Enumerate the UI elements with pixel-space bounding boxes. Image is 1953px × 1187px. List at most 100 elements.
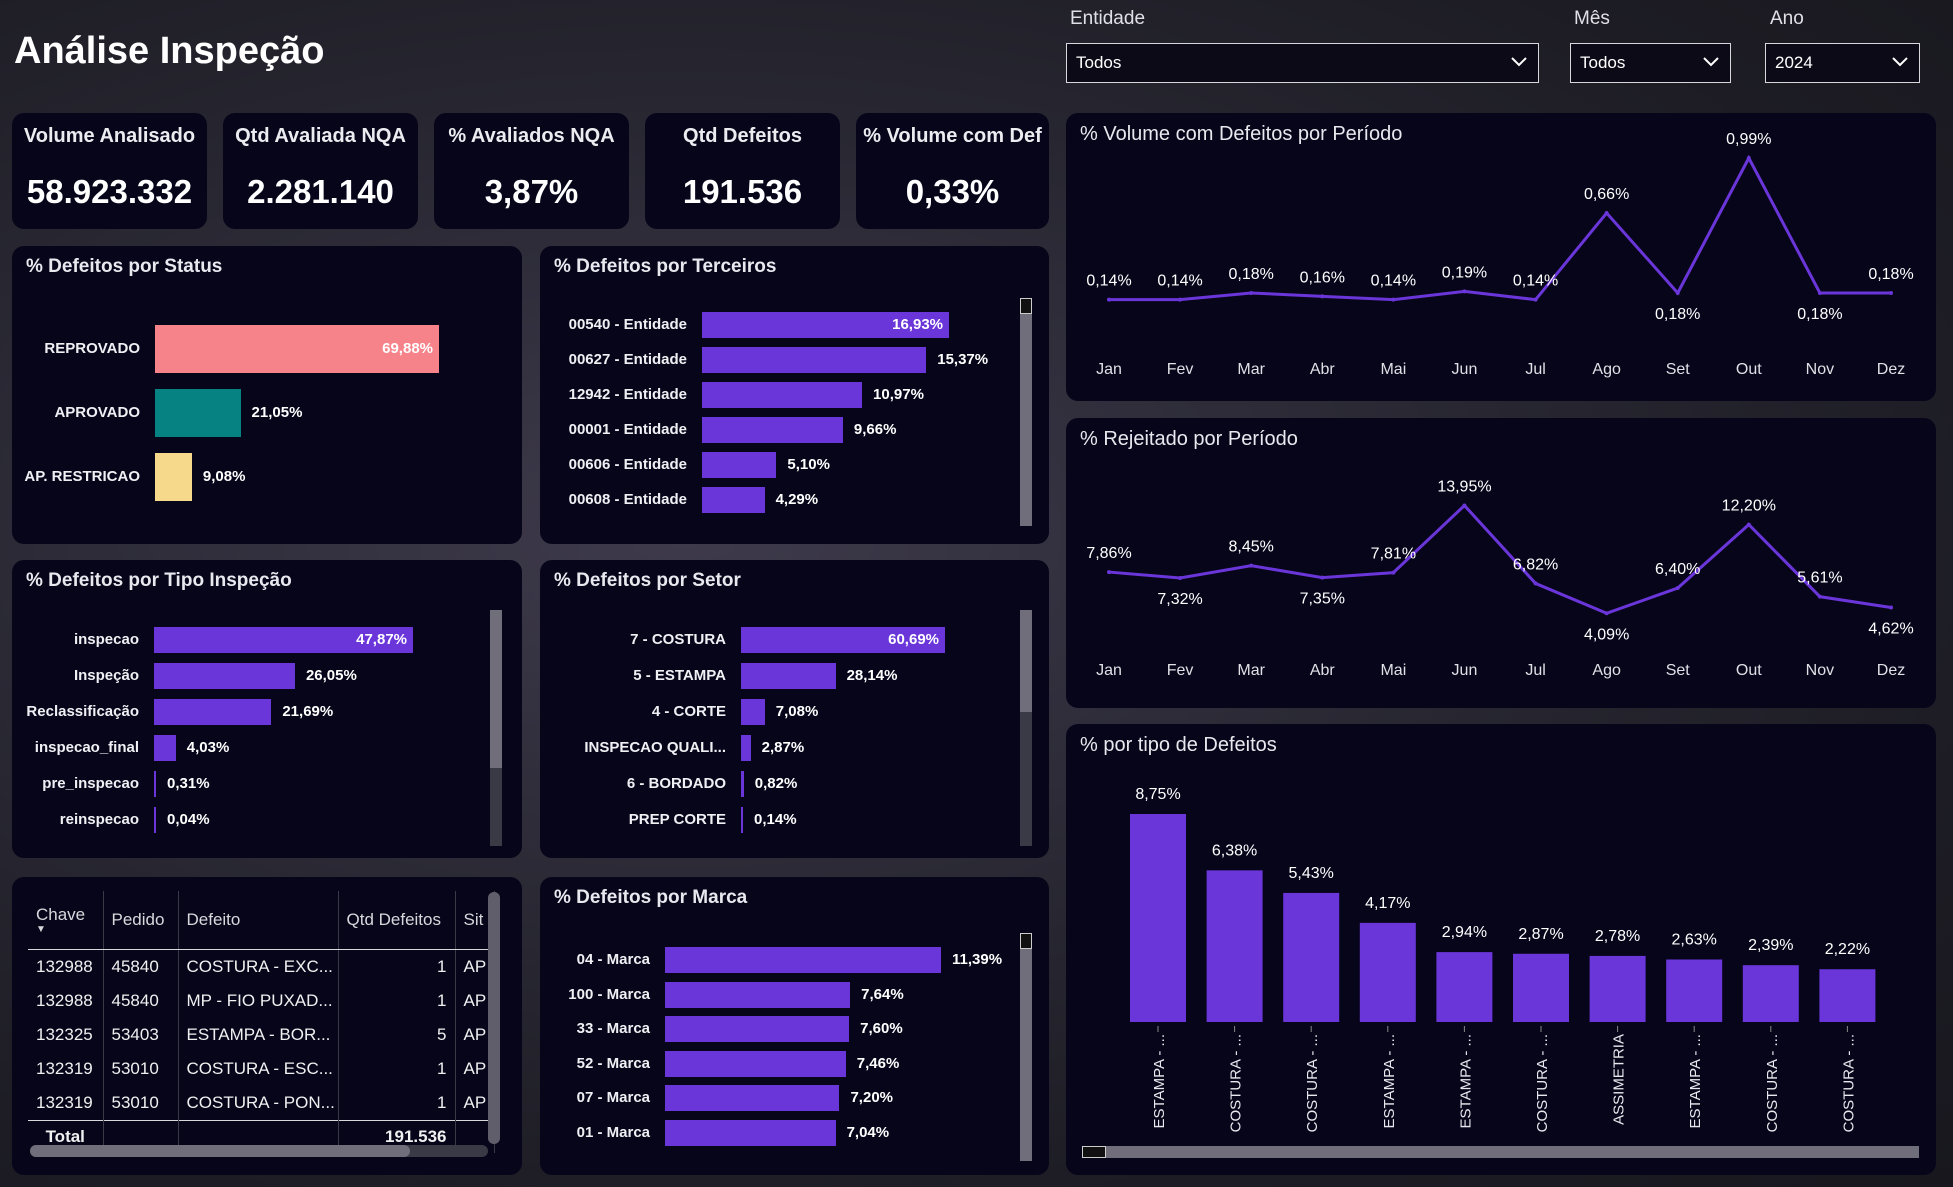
bar[interactable]	[665, 947, 941, 973]
table-row[interactable]: 132319 53010 COSTURA - ESC... 1 AP	[28, 1052, 495, 1086]
table-row[interactable]: 132988 45840 COSTURA - EXC... 1 AP	[28, 949, 495, 984]
column-bar[interactable]	[1589, 955, 1646, 1022]
bar[interactable]	[665, 1016, 850, 1042]
bar[interactable]	[665, 1119, 836, 1146]
data-point[interactable]	[1107, 570, 1111, 575]
column-header-defeito[interactable]: Defeito	[178, 891, 339, 950]
column-header-pedido[interactable]: Pedido	[103, 891, 179, 950]
bar[interactable]	[741, 771, 744, 797]
data-point[interactable]	[1817, 594, 1822, 599]
data-point[interactable]	[1178, 297, 1183, 302]
bar[interactable]	[155, 389, 241, 437]
vertical-scrollbar[interactable]	[488, 892, 500, 1144]
bar[interactable]	[702, 417, 843, 443]
data-point[interactable]	[1462, 503, 1467, 508]
bar[interactable]	[702, 347, 927, 373]
series-line[interactable]	[1109, 154, 1891, 302]
bar[interactable]	[741, 627, 945, 653]
scroll-up-arrow[interactable]	[1020, 298, 1032, 314]
bar[interactable]	[155, 325, 439, 373]
scrollbar[interactable]	[1020, 298, 1032, 526]
bar[interactable]	[154, 807, 156, 833]
bar[interactable]	[741, 807, 743, 833]
bar[interactable]	[702, 452, 777, 478]
kpi-card-pct-avaliados-nqa: % Avaliados NQA 3,87%	[434, 113, 629, 229]
x-tick-label: Nov	[1806, 662, 1834, 679]
data-point[interactable]	[1249, 563, 1254, 568]
bar[interactable]	[154, 627, 413, 653]
data-point[interactable]	[1889, 291, 1893, 295]
data-point[interactable]	[1320, 575, 1325, 580]
table-row[interactable]: 132988 45840 MP - FIO PUXAD... 1 AP	[28, 984, 495, 1018]
data-point[interactable]	[1817, 291, 1822, 295]
bar[interactable]	[741, 663, 836, 689]
bar[interactable]	[154, 663, 295, 689]
bar[interactable]	[741, 699, 765, 725]
column-bar[interactable]	[1436, 952, 1493, 1022]
kpi-card-volume-analisado: Volume Analisado 58.923.332	[12, 113, 207, 229]
data-point[interactable]	[1533, 581, 1538, 586]
bar[interactable]	[155, 453, 192, 501]
column-header-chave[interactable]: Chave ▼	[28, 891, 104, 950]
series-line[interactable]	[1108, 503, 1892, 615]
kpi-value: 2.281.140	[247, 173, 394, 210]
column-bar[interactable]	[1513, 953, 1569, 1022]
column-bar[interactable]	[1130, 814, 1186, 1022]
scrollbar-thumb[interactable]	[30, 1145, 410, 1157]
data-point[interactable]	[1391, 297, 1396, 302]
scrollbar-thumb[interactable]	[490, 610, 502, 768]
column-bar[interactable]	[1359, 922, 1416, 1022]
scrollbar-thumb[interactable]	[1020, 949, 1032, 1161]
bar[interactable]	[741, 735, 751, 761]
bar[interactable]	[702, 487, 765, 513]
horizontal-scrollbar[interactable]	[30, 1145, 488, 1157]
filter-entidade-dropdown[interactable]: Todos	[1066, 43, 1539, 83]
data-point[interactable]	[1107, 297, 1111, 302]
data-point[interactable]	[1604, 611, 1609, 616]
horizontal-scrollbar[interactable]	[1082, 1146, 1919, 1158]
data-point[interactable]	[1675, 586, 1680, 591]
bar[interactable]	[665, 981, 851, 1008]
bar[interactable]	[665, 1085, 840, 1111]
x-tick-label: ESTAMPA - ...	[1687, 1034, 1704, 1128]
bar[interactable]	[154, 771, 156, 797]
filter-ano-dropdown[interactable]: 2024	[1765, 43, 1920, 83]
data-point[interactable]	[1675, 291, 1680, 295]
scroll-up-arrow[interactable]	[1020, 933, 1032, 949]
data-point[interactable]	[1889, 605, 1893, 610]
column-bar[interactable]	[1819, 969, 1876, 1022]
data-point[interactable]	[1391, 570, 1396, 575]
data-point[interactable]	[1604, 211, 1609, 215]
data-point[interactable]	[1178, 575, 1183, 580]
column-bar[interactable]	[1742, 965, 1799, 1022]
data-point[interactable]	[1746, 522, 1751, 527]
data-point[interactable]	[1249, 291, 1254, 295]
scrollbar[interactable]	[1020, 610, 1032, 846]
data-point[interactable]	[1746, 156, 1751, 160]
table-row[interactable]: 132325 53403 ESTAMPA - BOR... 5 AP	[28, 1018, 495, 1052]
scrollbar[interactable]	[490, 610, 502, 846]
scrollbar[interactable]	[1020, 933, 1032, 1161]
scrollbar-thumb[interactable]	[1020, 314, 1032, 526]
x-tick-label: Jul	[1525, 361, 1545, 378]
table-row[interactable]: 132319 53010 COSTURA - PON... 1 AP	[28, 1086, 495, 1121]
data-point[interactable]	[1462, 289, 1467, 294]
x-tick-label: Jun	[1452, 662, 1478, 679]
bar[interactable]	[665, 1050, 846, 1077]
scroll-left-arrow[interactable]	[1082, 1146, 1106, 1158]
data-point[interactable]	[1320, 294, 1325, 299]
bar[interactable]	[702, 312, 949, 338]
bar[interactable]	[154, 735, 176, 761]
bar-value-label: 21,05%	[251, 404, 303, 421]
scrollbar-thumb[interactable]	[488, 892, 500, 1144]
data-point[interactable]	[1533, 297, 1538, 302]
column-bar[interactable]	[1666, 959, 1723, 1022]
column-header-qtd-defeitos[interactable]: Qtd Defeitos	[338, 891, 456, 950]
column-bar[interactable]	[1206, 870, 1263, 1022]
bar[interactable]	[702, 382, 863, 408]
table-cell: 1	[338, 984, 456, 1018]
column-bar[interactable]	[1283, 892, 1340, 1022]
scrollbar-thumb[interactable]	[1020, 610, 1032, 712]
filter-mes-dropdown[interactable]: Todos	[1570, 43, 1731, 83]
bar[interactable]	[154, 699, 272, 725]
